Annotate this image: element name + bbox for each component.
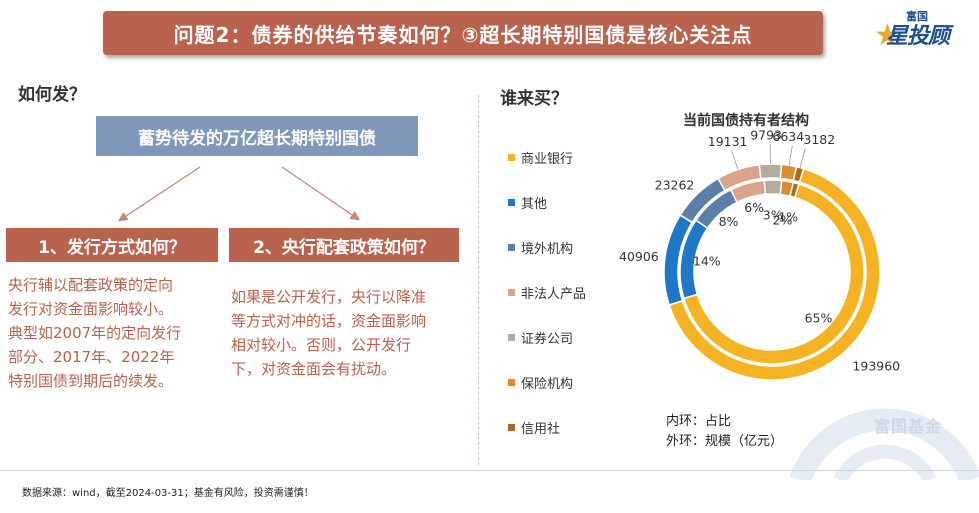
- top-topic-label: 蓄势待发的万亿超长期特别国债: [138, 128, 376, 149]
- text-line: 发行对资金面影响较小。: [8, 300, 174, 318]
- inner-value-label: 65%: [805, 310, 833, 325]
- text-line: 相对较小。否则，公开发行: [231, 336, 412, 354]
- issuance-method-label: 1、发行方式如何？: [38, 237, 186, 258]
- legend-item: 其他: [508, 192, 547, 212]
- branch-arrows: [117, 166, 360, 222]
- legend-item: 保险机构: [508, 372, 573, 392]
- legend-label: 商业银行: [521, 151, 574, 167]
- arrow-left: [117, 166, 201, 222]
- vertical-divider: [478, 95, 479, 465]
- inner-value-label: 6%: [744, 200, 764, 215]
- outer-ring-segment: [758, 163, 783, 180]
- top-topic-box: 蓄势待发的万亿超长期特别国债: [96, 116, 418, 156]
- right-heading: 谁来买？: [500, 89, 568, 109]
- inner-value-label: 8%: [719, 214, 739, 229]
- legend-label: 境外机构: [521, 241, 574, 257]
- legend-swatch: [508, 198, 515, 206]
- legend-swatch: [508, 378, 515, 386]
- chart-title: 当前国债持有者结构: [683, 113, 809, 129]
- inner-value-label: 3%: [763, 208, 783, 223]
- watermark-text: 富国基金: [874, 417, 943, 436]
- arrow-right: [281, 166, 360, 221]
- outer-value-label: 6634: [772, 130, 804, 144]
- leader-line: [799, 148, 806, 168]
- legend-item: 非法人产品: [508, 282, 586, 302]
- inner-value-label: 14%: [693, 253, 721, 268]
- legend-swatch: [508, 288, 515, 296]
- text-line: 特别国债到期后的续发。: [8, 372, 174, 390]
- brand-logo: ★ 富国 星投顾: [872, 8, 972, 54]
- text-line: 典型如2007年的定向发行: [8, 324, 182, 342]
- logo-main-text: 星投顾: [886, 24, 950, 49]
- page-title: 问题2：债券的供给节奏如何？③超长期特别国债是核心关注点: [173, 22, 753, 47]
- legend-label: 证券公司: [521, 331, 574, 347]
- inner-value-label: 2%: [773, 212, 793, 227]
- title-banner: 问题2：债券的供给节奏如何？③超长期特别国债是核心关注点: [103, 11, 823, 55]
- outer-value-label: 23262: [655, 177, 695, 192]
- outer-ring-note: 外环：规模（亿元）: [666, 434, 784, 449]
- left-heading: 如何发？: [18, 85, 86, 105]
- text-line: 下，对资金面会有扰动。: [231, 360, 397, 378]
- outer-value-label: 19131: [708, 134, 748, 149]
- footer-source: 数据来源：wind，截至2024-03-31；基金有风险，投资需谨慎！: [22, 488, 314, 499]
- legend-label: 信用社: [521, 421, 561, 437]
- text-line: 部分、2017年、2022年: [8, 348, 175, 366]
- legend-label: 其他: [521, 196, 548, 212]
- pboc-policy-box: 2、央行配套政策如何？: [229, 228, 459, 262]
- legend-swatch: [508, 153, 515, 161]
- logo-small-text: 富国: [906, 10, 928, 23]
- outer-value-label: 3182: [803, 132, 835, 147]
- footer-divider: [0, 470, 979, 471]
- legend-item: 境外机构: [508, 237, 573, 257]
- text-line: 等方式对冲的话，资金面影响: [231, 312, 427, 330]
- outer-ring-segment: [792, 165, 805, 184]
- leader-line: [731, 150, 739, 170]
- legend-label: 非法人产品: [521, 286, 587, 302]
- inner-value-label: 1%: [778, 210, 798, 225]
- legend-swatch: [508, 423, 515, 431]
- outer-value-label: 9793: [750, 130, 782, 143]
- inner-ring-segment: [789, 181, 800, 199]
- watermark-logo: [789, 408, 979, 480]
- legend-item: 信用社: [508, 417, 560, 437]
- issuance-method-text: 央行辅以配套政策的定向 发行对资金面影响较小。 典型如2007年的定向发行 部分…: [8, 273, 181, 393]
- star-icon: ★: [874, 18, 901, 53]
- inner-ring-segment: [763, 179, 783, 196]
- leader-line: [788, 145, 793, 166]
- outer-value-label: 193960: [852, 359, 900, 374]
- pboc-policy-label: 2、央行配套政策如何？: [253, 237, 435, 258]
- issuance-method-box: 1、发行方式如何？: [6, 228, 218, 262]
- legend-label: 保险机构: [521, 376, 574, 392]
- legend-swatch: [508, 333, 515, 341]
- text-line: 央行辅以配套政策的定向: [8, 276, 174, 294]
- pboc-policy-text: 如果是公开发行，央行以降准 等方式对冲的话，资金面影响 相对较小。否则，公开发行…: [231, 285, 426, 381]
- inner-ring-note: 内环：占比: [666, 414, 732, 429]
- legend-item: 证券公司: [508, 327, 573, 347]
- outer-value-label: 40906: [619, 249, 659, 264]
- legend-swatch: [508, 243, 515, 251]
- legend-item: 商业银行: [508, 147, 573, 167]
- text-line: 如果是公开发行，央行以降准: [231, 288, 427, 306]
